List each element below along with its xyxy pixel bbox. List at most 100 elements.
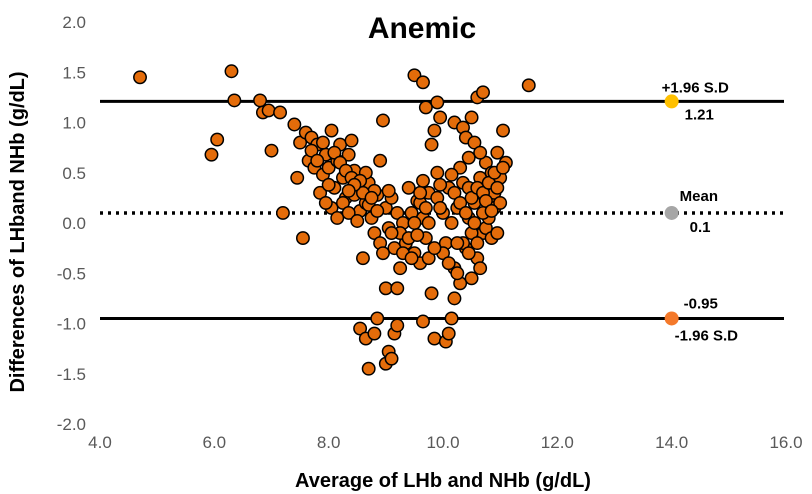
x-tick-label: 4.0 (88, 433, 112, 452)
axes-layer: 4.0 6.0 8.0 10.0 12.0 14.0 16.0 2.0 1.5 1.0 0.5 0.0… (57, 13, 803, 452)
data-point (384, 351, 399, 366)
data-point (444, 167, 459, 182)
y-tick-label: 1.0 (62, 114, 86, 133)
data-point (467, 216, 482, 230)
data-point (330, 211, 345, 225)
data-point (413, 185, 428, 200)
data-point (418, 100, 433, 115)
reference-label-upper: +1.96 S.D (662, 79, 729, 96)
data-point (464, 271, 479, 286)
data-point (341, 206, 356, 220)
data-point (324, 123, 339, 138)
data-point (204, 147, 219, 162)
data-point (356, 251, 370, 266)
y-tick-label: -2.0 (57, 415, 86, 434)
x-tick-label: 16.0 (769, 433, 802, 452)
data-point (227, 93, 242, 108)
data-point (350, 214, 365, 228)
data-point (344, 133, 359, 148)
data-point (416, 173, 430, 188)
data-point (376, 246, 390, 261)
data-point (316, 135, 330, 150)
data-point (318, 195, 333, 210)
data-point (273, 105, 288, 120)
y-tick-label: 0.0 (62, 214, 86, 233)
reference-marker-upper (664, 94, 679, 109)
data-point (473, 145, 488, 160)
data-point (496, 123, 510, 138)
points-layer (133, 64, 536, 376)
x-tick-label: 12.0 (541, 433, 574, 452)
reference-value-lower: -0.95 (684, 295, 718, 312)
data-point (275, 206, 290, 220)
data-point (464, 110, 479, 125)
data-point (367, 326, 382, 341)
y-tick-label: -1.5 (57, 365, 86, 384)
data-point (450, 236, 465, 251)
data-point (490, 180, 505, 195)
y-tick-label: 2.0 (62, 13, 86, 32)
data-point (461, 150, 476, 165)
data-point (376, 113, 390, 128)
x-axis-title: Average of LHb and NHb (g/dL) (295, 470, 591, 492)
data-point (384, 226, 399, 241)
x-tick-label: 6.0 (203, 433, 227, 452)
data-point (416, 314, 430, 329)
reference-label-mean: Mean (680, 188, 718, 205)
y-tick-label: 0.5 (62, 164, 86, 183)
data-point (521, 78, 536, 93)
data-point (430, 165, 445, 180)
reference-marker-lower (664, 311, 679, 326)
data-point (424, 286, 439, 301)
data-point (433, 177, 448, 192)
data-point (490, 226, 505, 241)
data-point (473, 261, 488, 276)
data-point (341, 147, 356, 162)
data-point (407, 216, 422, 230)
chart-title: Anemic (368, 12, 476, 45)
data-point (404, 251, 419, 266)
data-point (364, 190, 379, 205)
data-point (261, 103, 276, 118)
data-point (447, 291, 462, 306)
reference-label-lower: -1.96 S.D (675, 327, 739, 344)
data-point (476, 85, 490, 100)
data-point (321, 177, 336, 192)
data-point (441, 326, 456, 341)
data-point (461, 246, 476, 261)
data-point (416, 75, 430, 90)
data-point (470, 236, 485, 251)
data-point (458, 206, 473, 220)
data-point (287, 117, 302, 132)
data-point (264, 143, 279, 158)
data-point (210, 132, 225, 147)
data-point (361, 361, 376, 376)
data-point (370, 203, 385, 218)
data-point (290, 170, 305, 185)
data-point (433, 200, 448, 215)
data-point (370, 311, 385, 326)
data-point (310, 153, 325, 168)
x-tick-label: 8.0 (317, 433, 341, 452)
data-point (224, 64, 239, 79)
y-tick-label: -0.5 (57, 264, 86, 283)
data-point (373, 153, 388, 168)
data-point (444, 311, 459, 326)
data-point (133, 70, 147, 85)
data-point (295, 231, 310, 246)
data-point (484, 203, 499, 218)
data-point (253, 93, 268, 108)
x-tick-label: 10.0 (426, 433, 459, 452)
data-point (490, 145, 505, 160)
y-axis-title: Differences of LHband NHb (g/dL) (7, 71, 29, 392)
data-point (390, 281, 405, 296)
data-point (418, 200, 433, 215)
data-point (341, 183, 356, 198)
data-point (430, 95, 445, 110)
y-tick-label: -1.0 (57, 315, 86, 334)
data-point (424, 137, 439, 152)
reference-value-upper: 1.21 (685, 106, 714, 123)
data-point (401, 180, 416, 195)
data-point (390, 318, 405, 333)
